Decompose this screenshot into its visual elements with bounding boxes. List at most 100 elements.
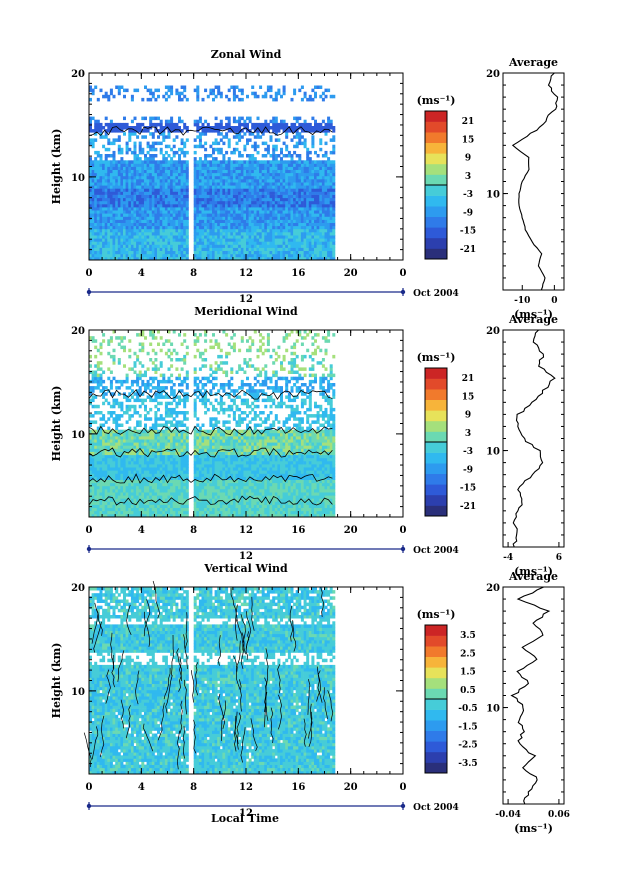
heatmap-cell [144, 482, 147, 487]
heatmap-cell [96, 256, 100, 261]
heatmap-cell [128, 417, 132, 421]
heatmap-cell [303, 250, 307, 255]
heatmap-cell [274, 188, 278, 192]
heatmap-cell [91, 513, 95, 518]
heatmap-cell [120, 219, 124, 223]
heatmap-cell [172, 207, 176, 211]
heatmap-cell [157, 250, 160, 255]
heatmap-cell [248, 166, 252, 170]
heatmap-cell [107, 94, 111, 99]
heatmap-cell [149, 439, 153, 443]
heatmap-cell [120, 501, 124, 505]
heatmap-cell [209, 219, 213, 223]
heatmap-cell [303, 232, 307, 236]
heatmap-cell [298, 175, 302, 180]
heatmap-cell [306, 207, 310, 211]
heatmap-cell [94, 495, 98, 499]
heatmap-cell [319, 122, 323, 127]
heatmap-cell [277, 163, 281, 167]
heatmap-cell [117, 436, 121, 440]
heatmap-cell [235, 222, 239, 227]
heatmap-cell [144, 250, 147, 255]
heatmap-cell [198, 213, 202, 217]
heatmap-cell [314, 222, 317, 227]
heatmap-cell [91, 188, 95, 192]
heatmap-cell [128, 182, 132, 186]
heatmap-cell [104, 429, 108, 434]
heatmap-cell [230, 222, 234, 227]
heatmap-cell [209, 179, 213, 183]
heatmap-cell [246, 191, 249, 195]
heatmap-cell [227, 203, 231, 208]
heatmap-cell [230, 228, 234, 233]
heatmap-cell [277, 253, 281, 258]
heatmap-cell [91, 489, 95, 493]
heatmap-cell [154, 495, 158, 499]
heatmap-cell [138, 172, 142, 177]
heatmap-cell [295, 191, 299, 195]
heatmap-cell [146, 185, 150, 189]
heatmap-cell [261, 241, 265, 245]
heatmap-cell [246, 172, 249, 177]
heatmap-cell [183, 144, 187, 149]
heatmap-cell [94, 200, 98, 205]
heatmap-cell [115, 188, 119, 192]
heatmap-cell [277, 88, 281, 93]
heatmap-cell [99, 247, 103, 251]
colorbar-swatch [425, 111, 447, 122]
heatmap-cell [269, 241, 273, 245]
heatmap-cell [235, 94, 239, 99]
heatmap-cell [149, 132, 153, 136]
heatmap-cell [285, 194, 289, 199]
heatmap-cell [89, 256, 92, 261]
heatmap-cell [206, 188, 210, 192]
heatmap-cell [115, 247, 119, 251]
heatmap-cell [123, 160, 126, 164]
heatmap-cell [133, 250, 137, 255]
heatmap-cell [104, 188, 108, 192]
heatmap-cell [290, 241, 294, 245]
heatmap-cell [219, 216, 223, 220]
heatmap-cell [238, 203, 242, 208]
heatmap-cell [256, 241, 260, 245]
heatmap-cell [115, 172, 119, 177]
heatmap-cell [316, 175, 320, 180]
heatmap-cell [141, 379, 145, 384]
heatmap-cell [94, 482, 98, 487]
heatmap-cell [138, 504, 142, 508]
heatmap-cell [269, 213, 273, 217]
heatmap-cell [206, 166, 210, 170]
heatmap-cell [104, 194, 108, 199]
heatmap-cell [217, 88, 221, 93]
heatmap-cell [162, 250, 166, 255]
heatmap-cell [256, 132, 260, 136]
heatmap-cell [146, 411, 150, 415]
heatmap-cell [243, 175, 247, 180]
heatmap-cell [162, 203, 166, 208]
heatmap-cell [217, 141, 221, 146]
heatmap-cell [141, 489, 145, 493]
heatmap-cell [149, 485, 153, 490]
heatmap-cell [99, 448, 103, 452]
heatmap-cell [256, 129, 260, 133]
heatmap-cell [180, 163, 184, 167]
heatmap-cell [138, 445, 142, 449]
heatmap-cell [193, 172, 197, 177]
heatmap-cell [272, 197, 276, 202]
heatmap-cell [248, 197, 252, 202]
heatmap-cell [117, 256, 121, 261]
heatmap-cell [185, 179, 189, 183]
heatmap-cell [133, 411, 137, 415]
heatmap-cell [321, 194, 325, 199]
heatmap-cell [219, 256, 223, 261]
heatmap-cell [136, 122, 140, 127]
heatmap-cell [136, 88, 140, 93]
heatmap-cell [272, 160, 276, 164]
heatmap-cell [159, 232, 163, 236]
heatmap-cell [138, 436, 142, 440]
heatmap-cell [154, 467, 158, 471]
heatmap-cell [219, 169, 223, 174]
heatmap-cell [295, 213, 299, 217]
heatmap-cell [300, 135, 304, 139]
heatmap-cell [133, 507, 137, 512]
